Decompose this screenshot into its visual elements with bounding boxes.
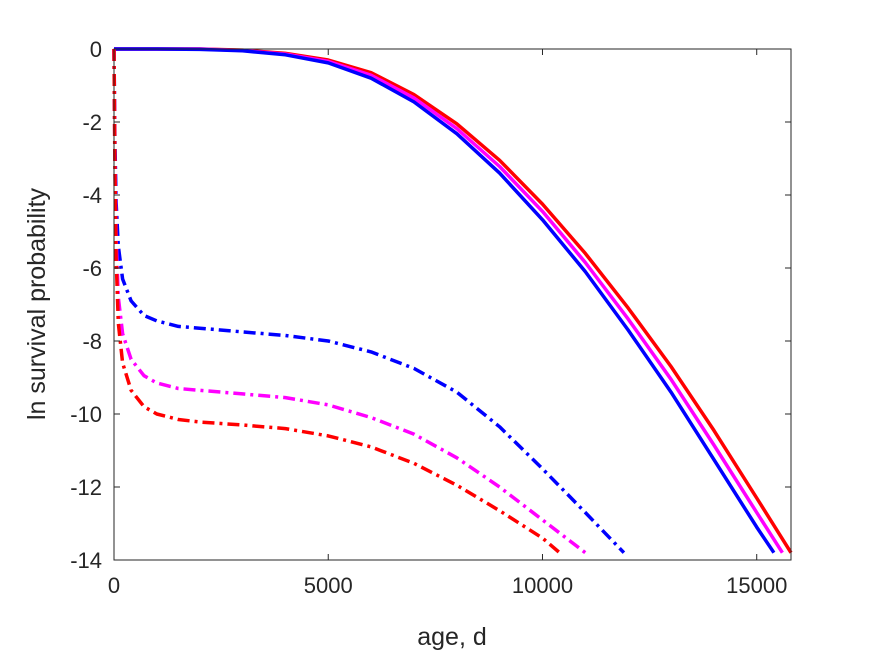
x-tick-label: 5000 (304, 573, 353, 598)
x-tick-label: 15000 (726, 573, 787, 598)
y-tick-label: -10 (70, 402, 102, 427)
plot-area (114, 49, 791, 560)
y-tick-label: -2 (82, 110, 102, 135)
x-tick-label: 0 (108, 573, 120, 598)
x-axis-label: age, d (417, 623, 487, 651)
y-tick-label: -8 (82, 329, 102, 354)
series-line-3-solid (114, 47, 776, 554)
y-tick-label: -14 (70, 548, 102, 573)
y-tick-label: -12 (70, 475, 102, 500)
y-tick-label: -4 (82, 183, 102, 208)
x-tick-label: 10000 (512, 573, 573, 598)
y-axis-label: ln survival probability (23, 187, 51, 420)
series-layer (112, 47, 793, 555)
series-line-4-dashdot (112, 48, 626, 554)
series-line-5-dashdot (112, 48, 587, 555)
y-tick-label: -6 (82, 256, 102, 281)
plot-frame (113, 48, 792, 561)
y-tick-label: 0 (90, 37, 102, 62)
tick-layer: 0 5000 10000 15000 0 -2 -4 -6 -8 -10 -12 -14 (70, 37, 791, 598)
